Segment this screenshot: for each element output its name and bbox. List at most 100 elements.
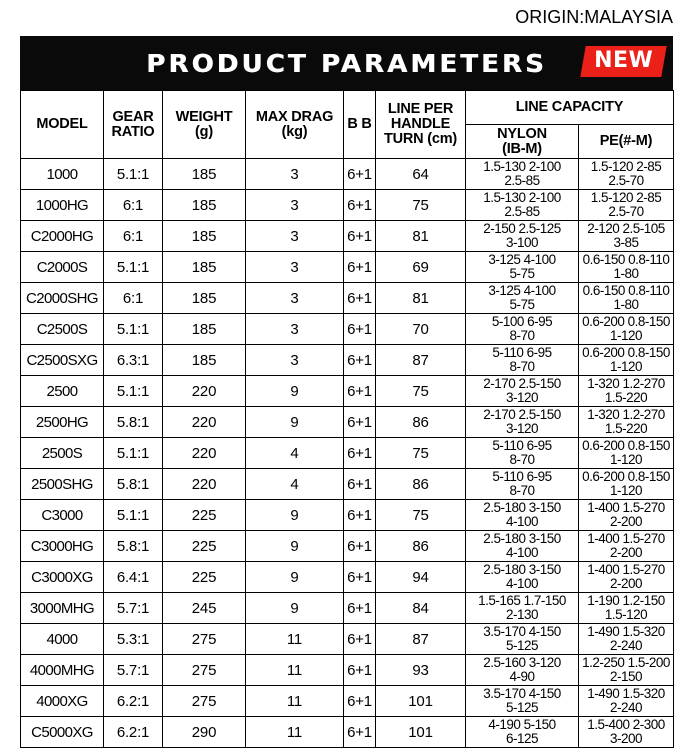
- cell-nylon-line1: 5-110 6-95: [492, 438, 552, 453]
- cell-pe-line2: 2.5-70: [608, 173, 644, 188]
- cell-bb: 6+1: [343, 530, 376, 562]
- cell-line-per-handle-turn: 101: [375, 716, 466, 748]
- cell-line-per-handle-turn: 84: [375, 592, 466, 624]
- cell-weight: 185: [162, 158, 246, 190]
- cell-nylon: 2-170 2.5-150 3-120: [465, 375, 579, 407]
- cell-nylon-line2: 2-130: [505, 607, 539, 622]
- cell-pe-line1: 1-490 1.5-320: [587, 686, 665, 701]
- cell-pe-line2: 2-200: [609, 576, 643, 591]
- cell-nylon-line1: 2.5-180 3-150: [483, 500, 561, 515]
- cell-max-drag: 3: [245, 158, 344, 190]
- cell-bb: 6+1: [343, 251, 376, 283]
- table-row: C2000S 5.1:1 185 3 6+1 69 3-125 4-100 5-75 0.6-1…: [20, 251, 674, 283]
- cell-bb: 6+1: [343, 220, 376, 252]
- header-lph-line3: TURN (cm): [383, 131, 458, 147]
- cell-max-drag: 9: [245, 406, 344, 438]
- cell-pe: 0.6-200 0.8-150 1-120: [578, 313, 674, 345]
- cell-pe: 0.6-150 0.8-110 1-80: [578, 251, 674, 283]
- table-row: C2000SHG 6:1 185 3 6+1 81 3-125 4-100 5-75 0.6-1…: [20, 282, 674, 314]
- cell-bb: 6+1: [343, 344, 376, 376]
- cell-line-per-handle-turn: 75: [375, 189, 466, 221]
- cell-weight: 225: [162, 499, 246, 531]
- cell-bb: 6+1: [343, 685, 376, 717]
- table-row: 2500 5.1:1 220 9 6+1 75 2-170 2.5-150 3-120 1-32…: [20, 375, 674, 407]
- cell-pe-line2: 1-80: [613, 266, 639, 281]
- cell-pe-line2: 1.5-220: [604, 390, 648, 405]
- cell-pe-line1: 0.6-200 0.8-150: [582, 314, 670, 329]
- cell-weight: 220: [162, 437, 246, 469]
- cell-nylon-line2: 5-125: [505, 700, 539, 715]
- cell-pe: 0.6-200 0.8-150 1-120: [578, 344, 674, 376]
- cell-nylon-line2: 5-125: [505, 638, 539, 653]
- cell-max-drag: 3: [245, 220, 344, 252]
- cell-pe-line1: 0.6-200 0.8-150: [582, 345, 670, 360]
- cell-nylon: 2-170 2.5-150 3-120: [465, 406, 579, 438]
- cell-pe-line2: 2-150: [609, 669, 643, 684]
- cell-pe: 1-490 1.5-320 2-240: [578, 685, 674, 717]
- cell-line-per-handle-turn: 86: [375, 406, 466, 438]
- cell-line-per-handle-turn: 69: [375, 251, 466, 283]
- cell-gear-ratio: 5.8:1: [103, 406, 163, 438]
- cell-nylon-line2: 2.5-85: [504, 173, 540, 188]
- header-gear-ratio: GEAR RATIO: [103, 90, 163, 159]
- table-row: C5000XG 6.2:1 290 11 6+1 101 4-190 5-150 6-125 1…: [20, 716, 674, 748]
- cell-pe-line2: 1-120: [609, 359, 643, 374]
- cell-line-per-handle-turn: 75: [375, 437, 466, 469]
- cell-weight: 245: [162, 592, 246, 624]
- cell-pe: 0.6-150 0.8-110 1-80: [578, 282, 674, 314]
- cell-weight: 185: [162, 220, 246, 252]
- cell-weight: 220: [162, 375, 246, 407]
- cell-max-drag: 3: [245, 251, 344, 283]
- cell-nylon: 2-150 2.5-125 3-100: [465, 220, 579, 252]
- cell-model: 4000MHG: [20, 654, 104, 686]
- cell-pe: 1-320 1.2-270 1.5-220: [578, 406, 674, 438]
- cell-line-per-handle-turn: 75: [375, 499, 466, 531]
- cell-model: C3000: [20, 499, 104, 531]
- cell-pe-line1: 1.5-400 2-300: [587, 717, 665, 732]
- header-lph-line1: LINE PER: [387, 101, 454, 117]
- table-row: C2000HG 6:1 185 3 6+1 81 2-150 2.5-125 3-100 2-1…: [20, 220, 674, 252]
- cell-weight: 225: [162, 561, 246, 593]
- cell-max-drag: 3: [245, 344, 344, 376]
- new-badge: NEW: [580, 46, 667, 77]
- cell-weight: 185: [162, 344, 246, 376]
- cell-gear-ratio: 6:1: [103, 189, 163, 221]
- cell-line-per-handle-turn: 86: [375, 530, 466, 562]
- cell-pe-line2: 1.5-120: [604, 607, 648, 622]
- cell-gear-ratio: 5.1:1: [103, 437, 163, 469]
- cell-bb: 6+1: [343, 189, 376, 221]
- cell-model: C2500SXG: [20, 344, 104, 376]
- cell-gear-ratio: 6.2:1: [103, 716, 163, 748]
- cell-nylon-line1: 5-100 6-95: [491, 314, 553, 329]
- cell-nylon-line1: 4-190 5-150: [488, 717, 556, 732]
- header-nylon: NYLON (IB-M): [465, 124, 579, 159]
- table-row: C3000HG 5.8:1 225 9 6+1 86 2.5-180 3-150 4-100 1…: [20, 530, 674, 562]
- header-gear-ratio-line1: GEAR: [112, 108, 154, 125]
- cell-nylon-line2: 8-70: [509, 483, 535, 498]
- cell-pe-line2: 1-80: [613, 297, 639, 312]
- cell-weight: 275: [162, 654, 246, 686]
- cell-pe-line2: 1.5-220: [604, 421, 648, 436]
- cell-line-per-handle-turn: 70: [375, 313, 466, 345]
- cell-weight: 225: [162, 530, 246, 562]
- cell-nylon-line2: 5-75: [509, 297, 535, 312]
- cell-nylon: 5-110 6-95 8-70: [465, 437, 579, 469]
- cell-bb: 6+1: [343, 561, 376, 593]
- cell-weight: 275: [162, 623, 246, 655]
- cell-nylon-line2: 4-100: [505, 576, 539, 591]
- cell-pe-line1: 1-320 1.2-270: [587, 407, 665, 422]
- cell-pe-line1: 1-400 1.5-270: [587, 500, 665, 515]
- cell-nylon-line2: 3-120: [505, 390, 539, 405]
- cell-nylon-line1: 2.5-180 3-150: [483, 531, 561, 546]
- cell-pe: 1.5-120 2-85 2.5-70: [578, 189, 674, 221]
- cell-gear-ratio: 6.2:1: [103, 685, 163, 717]
- cell-nylon-line1: 3-125 4-100: [488, 252, 556, 267]
- table-head: MODEL GEAR RATIO WEIGHT (g) MAX DRAG (kg…: [20, 90, 674, 159]
- product-parameters-page: ORIGIN:MALAYSIA PRODUCT PARAMETERS NEW M…: [20, 7, 674, 748]
- parameters-table-wrap: MODEL GEAR RATIO WEIGHT (g) MAX DRAG (kg…: [20, 90, 674, 748]
- cell-gear-ratio: 5.1:1: [103, 313, 163, 345]
- cell-nylon-line1: 5-110 6-95: [492, 345, 552, 360]
- cell-weight: 185: [162, 313, 246, 345]
- cell-pe-line1: 0.6-150 0.8-110: [582, 252, 670, 267]
- cell-gear-ratio: 6.4:1: [103, 561, 163, 593]
